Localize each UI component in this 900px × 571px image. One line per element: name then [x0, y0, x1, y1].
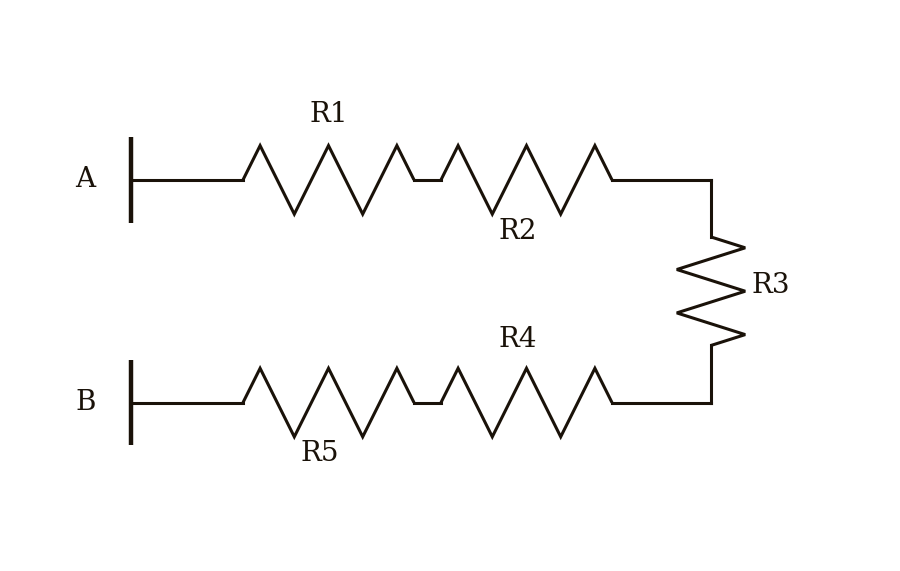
- Text: R3: R3: [752, 272, 790, 299]
- Text: B: B: [76, 389, 95, 416]
- Text: R2: R2: [499, 218, 536, 245]
- Text: A: A: [76, 166, 95, 194]
- Text: R1: R1: [310, 100, 347, 128]
- Text: R4: R4: [499, 326, 536, 353]
- Text: R5: R5: [301, 440, 338, 468]
